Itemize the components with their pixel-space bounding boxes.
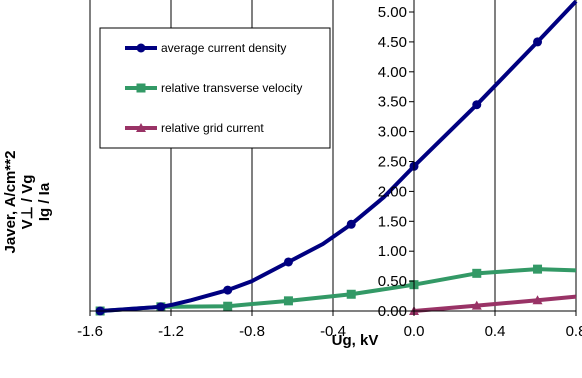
y-axis-title-line: Javer, A/cm**2 [2,150,19,254]
legend-swatch-marker [136,43,146,53]
y-tick-label: 5.00 [378,4,407,21]
data-point [472,268,482,278]
y-tick-label: 0.50 [378,273,407,290]
data-point [533,37,543,47]
series-line [413,294,577,313]
y-tick-label: 4.50 [378,34,407,51]
legend-label: average current density [161,41,286,55]
y-axis-title: Javer, A/cm**2 V⊥ / Vg Ig / Ia [2,150,106,254]
data-point [471,300,482,310]
legend: average current density relative transver… [99,27,331,149]
x-axis-title: Ug, kV [331,332,379,349]
legend-swatch-marker [136,123,146,132]
data-point [532,295,543,305]
x-tick-label: -1.6 [77,323,103,340]
series-0 [95,0,578,316]
x-tick-label: -0.8 [239,323,265,340]
data-point [223,301,233,311]
y-tick-label: 3.00 [378,124,407,141]
axes: -1.6 -1.2 -0.8 -0.4 0.0 0.4 0.8 0.00 0.50 1.00 1.5… [77,0,582,340]
y-tick-label: 3.50 [378,94,407,111]
data-point [533,264,543,274]
data-point [283,296,293,306]
series-2 [409,294,577,315]
data-point [472,100,482,110]
data-point [346,219,356,229]
y-tick-label: 4.00 [378,64,407,81]
series-1 [95,264,577,316]
legend-label: relative transverse velocity [161,81,302,95]
legend-label: relative grid current [161,121,264,135]
data-point [156,302,166,312]
y-tick-label: 0.00 [378,303,407,320]
x-tick-label: 0.4 [485,323,506,340]
data-point [223,285,233,295]
series-line [99,0,578,313]
x-tick-label: 0.8 [566,323,582,340]
x-tick-label: 0.0 [404,323,425,340]
y-tick-label: 2.50 [378,154,407,171]
data-point [283,257,293,267]
data-point [346,289,356,299]
y-tick-label: 1.50 [378,213,407,230]
x-tick-label: -0.4 [320,323,346,340]
y-axis-title-line: Ig / Ia [36,182,53,222]
y-axis-title-line: V⊥ / Vg [19,174,36,230]
y-tick-label: 2.00 [378,183,407,200]
y-tick-label: 1.00 [378,243,407,260]
x-tick-label: -1.2 [158,323,184,340]
legend-swatch-marker [136,83,146,93]
